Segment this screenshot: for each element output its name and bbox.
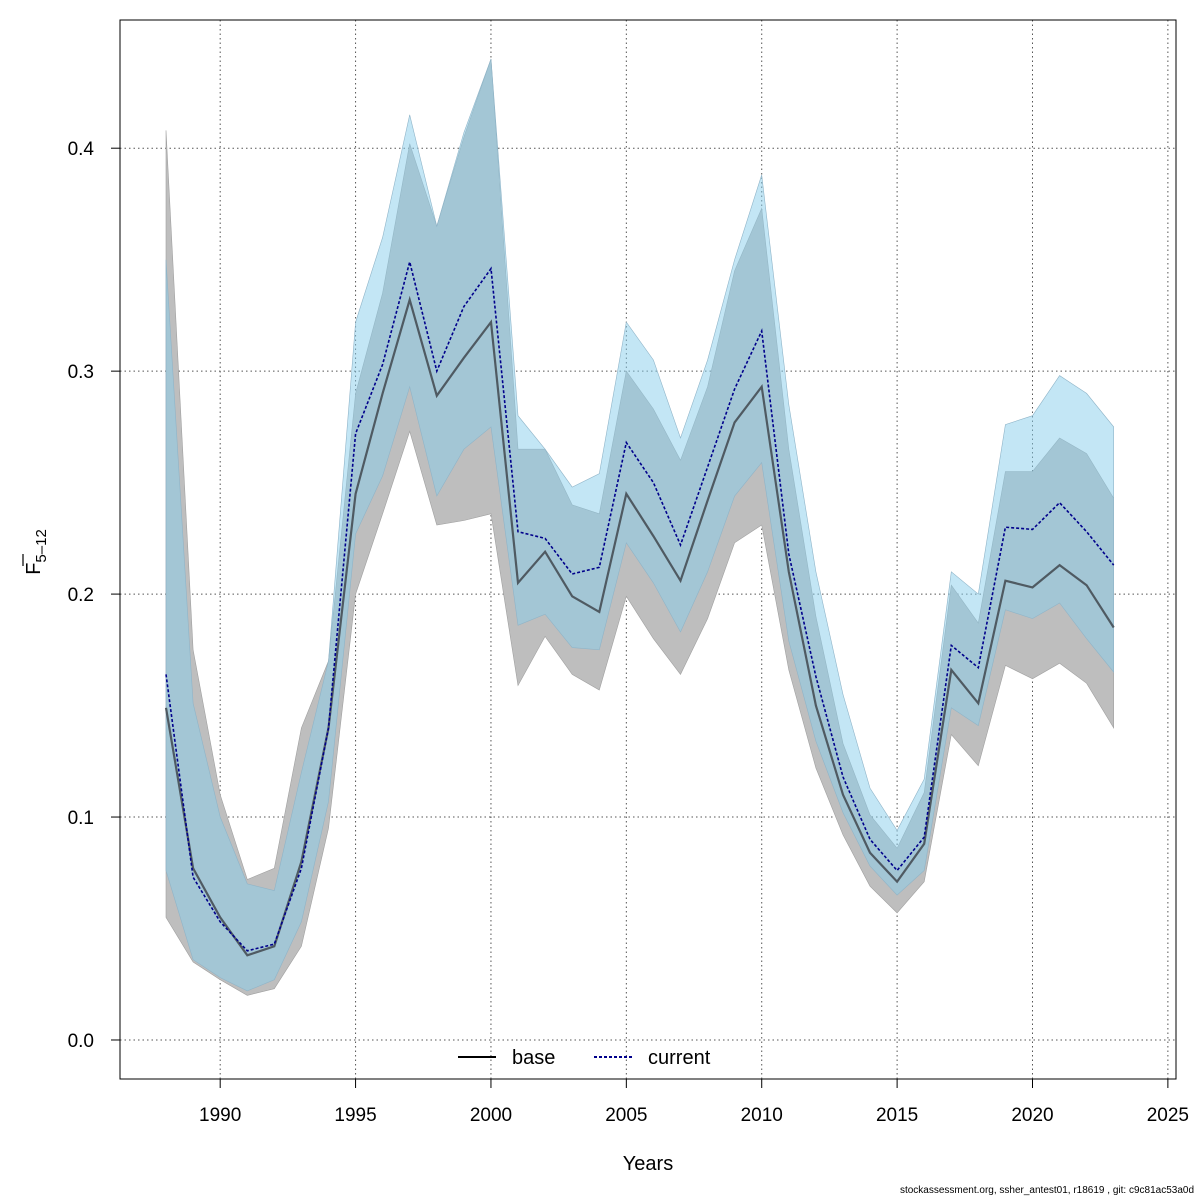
x-tick-label: 2020 [1011, 1105, 1053, 1126]
x-tick-label: 2015 [876, 1105, 918, 1126]
y-tick-label: 0.3 [68, 362, 94, 383]
x-tick-label: 1995 [334, 1105, 376, 1126]
x-tick-label: 2025 [1147, 1105, 1189, 1126]
y-tick-label: 0.0 [68, 1031, 94, 1052]
footer-credit: stockassessment.org, ssher_antest01, r18… [899, 1185, 1194, 1196]
y-axis-title: F5–12 [22, 529, 50, 575]
y-tick-label: 0.4 [68, 139, 95, 160]
x-tick-label: 2005 [605, 1105, 647, 1126]
y-tick-label: 0.1 [68, 808, 94, 829]
line-current [165, 261, 1115, 952]
x-tick-label: 2010 [741, 1105, 783, 1126]
band-current [165, 58, 1114, 992]
x-tick-label: 1990 [199, 1105, 241, 1126]
legend: base current [458, 1047, 711, 1069]
legend-label-base: base [512, 1047, 555, 1069]
svg-text:F5–12: F5–12 [23, 529, 50, 575]
legend-label-current: current [648, 1047, 711, 1069]
x-tick-label: 2000 [470, 1105, 512, 1126]
y-axis-title-main: F [23, 563, 45, 575]
y-axis: 0.0 0.1 0.2 0.3 0.4 [68, 139, 120, 1052]
plot-frame [119, 19, 1177, 1080]
y-tick-label: 0.2 [68, 585, 94, 606]
y-axis-title-subscript: 5–12 [33, 529, 50, 562]
x-axis: 1990 1995 2000 2005 2010 2015 2020 2025 [199, 1079, 1189, 1126]
x-axis-title: Years [623, 1153, 673, 1175]
series-lines [164, 261, 1115, 957]
confidence-bands [165, 58, 1114, 996]
